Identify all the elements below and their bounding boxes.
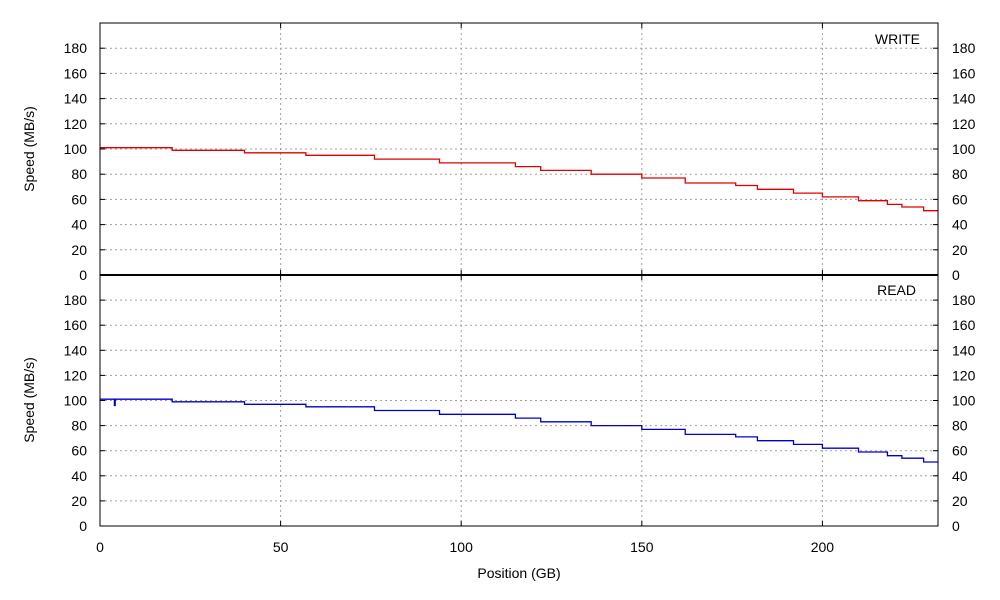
write-y-axis-title: Speed (MB/s) — [21, 106, 37, 192]
read-y-tick-label-right: 60 — [952, 443, 968, 459]
x-tick-label: 150 — [630, 539, 654, 555]
write-left-ticks: 0 20 40 60 80 100 120 140 160 180 — [64, 23, 823, 283]
read-right-ticks: 0 20 40 60 80 100 120 140 160 180 — [933, 292, 976, 534]
write-y-tick-label-left: 140 — [64, 91, 88, 107]
read-y-tick-label-left: 40 — [71, 468, 87, 484]
write-y-tick-label-right: 80 — [952, 166, 968, 182]
read-y-axis-title: Speed (MB/s) — [21, 357, 37, 443]
read-y-tick-label-left: 20 — [71, 493, 87, 509]
read-y-tick-label-right: 160 — [952, 317, 976, 333]
write-y-tick-label-left: 100 — [64, 141, 88, 157]
read-y-tick-label-right: 0 — [952, 518, 960, 534]
write-y-tick-label-right: 40 — [952, 217, 968, 233]
read-y-tick-label-right: 140 — [952, 342, 976, 358]
read-y-tick-label-right: 40 — [952, 468, 968, 484]
read-y-tick-label-left: 160 — [64, 317, 88, 333]
write-y-tick-label-right: 180 — [952, 40, 976, 56]
write-y-tick-label-left: 80 — [71, 166, 87, 182]
write-y-tick-label-left: 180 — [64, 40, 88, 56]
write-y-tick-label-left: 120 — [64, 116, 88, 132]
x-axis-title: Position (GB) — [477, 565, 560, 581]
read-y-tick-label-right: 180 — [952, 292, 976, 308]
read-left-ticks: 0 20 40 60 80 100 120 140 160 180 — [64, 275, 823, 534]
x-tick-label: 200 — [811, 539, 835, 555]
write-panel-label: WRITE — [875, 31, 920, 47]
read-y-tick-label-left: 0 — [79, 518, 87, 534]
write-y-tick-label-left: 60 — [71, 191, 87, 207]
read-y-tick-label-left: 120 — [64, 367, 88, 383]
write-right-ticks: 0 20 40 60 80 100 120 140 160 180 — [933, 40, 976, 283]
write-y-tick-label-right: 60 — [952, 191, 968, 207]
read-y-tick-label-right: 20 — [952, 493, 968, 509]
read-y-tick-label-left: 180 — [64, 292, 88, 308]
write-series-line — [100, 147, 938, 212]
read-y-tick-label-left: 80 — [71, 418, 87, 434]
read-y-tick-label-right: 120 — [952, 367, 976, 383]
read-grid — [100, 275, 938, 526]
read-y-tick-label-right: 80 — [952, 418, 968, 434]
write-y-tick-label-left: 20 — [71, 242, 87, 258]
read-y-tick-label-left: 100 — [64, 393, 88, 409]
write-y-tick-label-right: 100 — [952, 141, 976, 157]
write-y-tick-label-left: 40 — [71, 217, 87, 233]
read-y-tick-label-right: 100 — [952, 393, 976, 409]
x-axis-ticks: 0 50 100 150 200 — [96, 539, 834, 555]
write-y-tick-label-right: 20 — [952, 242, 968, 258]
write-panel: 0 20 40 60 80 100 120 140 160 180 0 20 40 60 80 100 120… — [21, 22, 976, 283]
x-tick-label: 0 — [96, 539, 104, 555]
write-y-tick-label-right: 160 — [952, 65, 976, 81]
write-y-tick-label-left: 0 — [79, 267, 87, 283]
write-grid — [100, 23, 938, 275]
read-panel-label: READ — [877, 282, 916, 298]
write-y-tick-label-right: 140 — [952, 91, 976, 107]
x-tick-label: 50 — [273, 539, 289, 555]
write-y-tick-label-right: 120 — [952, 116, 976, 132]
read-y-tick-label-left: 60 — [71, 443, 87, 459]
read-y-tick-label-left: 140 — [64, 342, 88, 358]
write-y-tick-label-right: 0 — [952, 267, 960, 283]
write-y-tick-label-left: 160 — [64, 65, 88, 81]
x-tick-label: 100 — [450, 539, 474, 555]
read-series-line — [100, 398, 938, 463]
